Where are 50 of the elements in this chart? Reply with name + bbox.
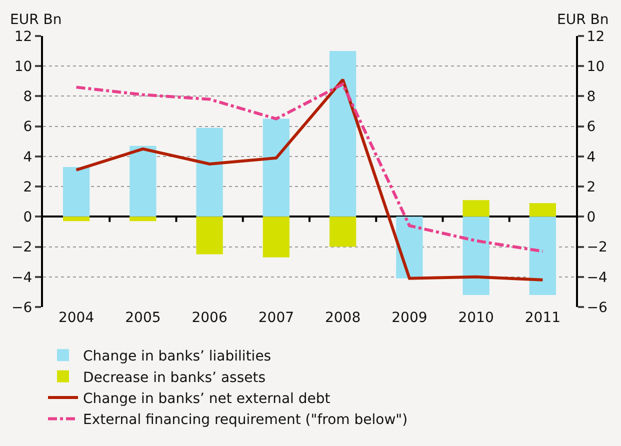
y2-tick-label: 10 — [586, 59, 605, 76]
y-tick-label: 12 — [14, 28, 32, 45]
y2-tick-label: 4 — [586, 149, 596, 166]
y-tick-label: −6 — [12, 300, 32, 316]
x-tick-label: 2005 — [125, 310, 161, 326]
bar — [462, 216, 490, 295]
bar — [130, 216, 156, 222]
x-tick-label: 2007 — [258, 310, 294, 326]
bar — [529, 203, 556, 217]
y-tick-label: 10 — [14, 59, 32, 76]
y-tick-label: 0 — [23, 210, 32, 226]
x-tick-label: 2010 — [458, 310, 494, 326]
y-tick-label: 4 — [23, 149, 32, 166]
y-tick-label: −2 — [12, 240, 32, 256]
bar — [529, 216, 556, 295]
legend-label: Change in banks’ net external debt — [83, 390, 331, 407]
y-tick-label: 6 — [23, 119, 32, 136]
y2-tick-label: −6 — [586, 300, 608, 316]
legend-label: Decrease in banks’ assets — [83, 370, 266, 386]
y2-tick-label: −4 — [586, 270, 608, 286]
y-tick-label: 2 — [23, 179, 32, 196]
y2-tick-label: 2 — [586, 179, 596, 196]
y2-tick-label: 8 — [586, 89, 596, 106]
y-tick-label: 8 — [23, 89, 32, 106]
line-series — [74, 78, 544, 282]
y2-tick-label: −2 — [586, 240, 608, 256]
y2-axis-title: EUR Bn — [557, 12, 609, 28]
x-tick-label: 2008 — [324, 310, 361, 326]
bar — [329, 51, 356, 217]
x-tick-label: 2006 — [192, 310, 228, 326]
bar — [196, 216, 223, 254]
bar — [62, 166, 90, 217]
bar — [62, 216, 90, 222]
y2-tick-label: 0 — [586, 210, 596, 226]
x-tick-label: 2011 — [524, 310, 561, 326]
y2-tick-label: 12 — [586, 28, 605, 45]
bar — [329, 216, 356, 247]
legend-label: Change in banks’ liabilities — [83, 348, 272, 365]
bar — [196, 128, 223, 217]
line-series — [74, 82, 544, 253]
bar — [462, 200, 490, 217]
x-tick-label: 2004 — [58, 310, 94, 326]
bar — [262, 118, 290, 217]
y-axis-title: EUR Bn — [10, 12, 62, 28]
y-tick-label: −4 — [12, 270, 32, 286]
y2-tick-label: 6 — [586, 119, 596, 136]
legend-label: External financing requirement ("from below") — [83, 412, 408, 428]
bar — [262, 216, 290, 258]
x-tick-label: 2009 — [392, 310, 428, 326]
bar — [130, 146, 156, 217]
